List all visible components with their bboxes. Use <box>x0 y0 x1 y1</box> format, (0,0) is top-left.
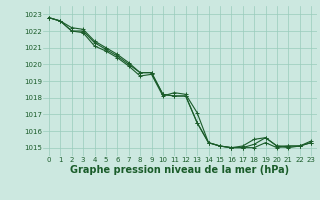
X-axis label: Graphe pression niveau de la mer (hPa): Graphe pression niveau de la mer (hPa) <box>70 165 290 175</box>
